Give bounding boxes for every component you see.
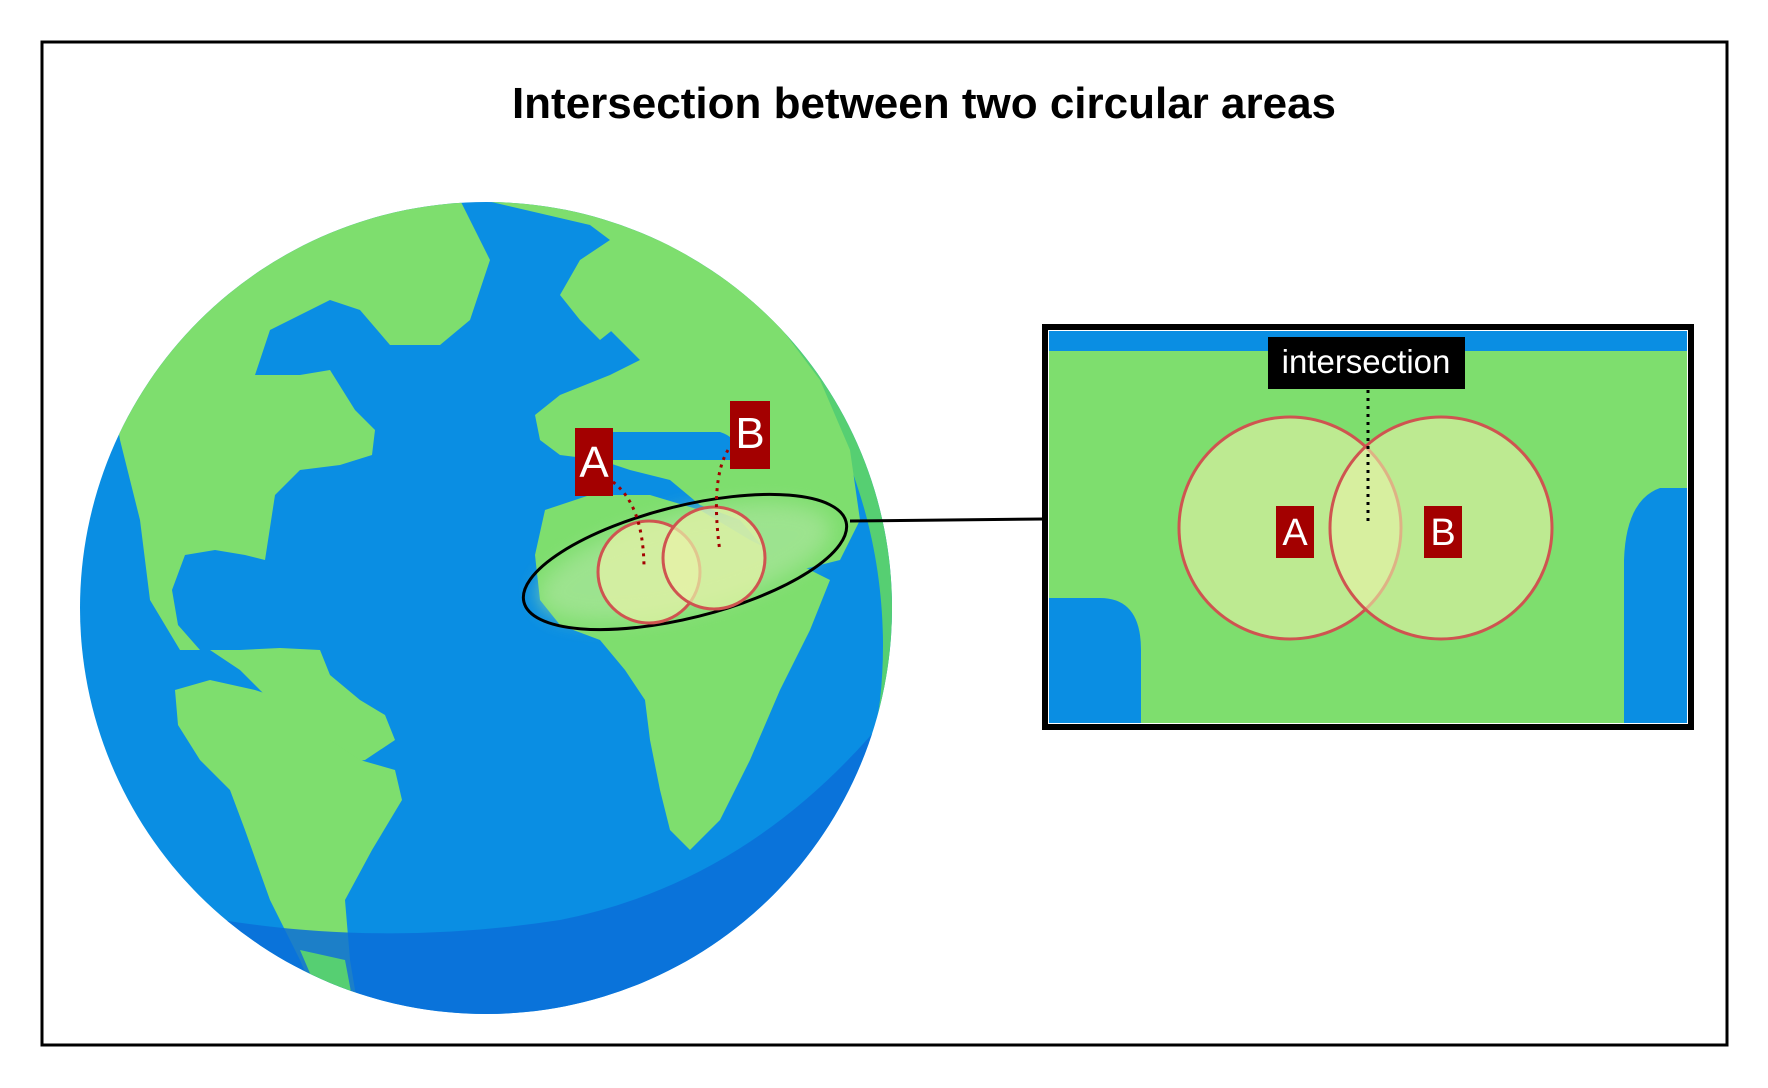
globe-label-a: A	[575, 428, 613, 496]
zoom-connector-line	[849, 517, 1045, 523]
inset-label-a: A	[1276, 506, 1314, 558]
zoom-inset-frame	[1042, 324, 1694, 730]
diagram-title: Intersection between two circular areas	[512, 79, 1336, 128]
globe-label-a-text: A	[579, 438, 609, 487]
globe-label-b: B	[730, 401, 770, 469]
globe-leader-b	[714, 449, 730, 553]
inset-label-b-text: B	[1430, 512, 1455, 554]
globe-leader-a	[612, 480, 646, 567]
europe-landmass	[535, 240, 860, 570]
inset-label-a-text: A	[1282, 512, 1308, 554]
inset-ocean-right	[1624, 488, 1687, 723]
globe-area-b-circle	[661, 505, 767, 611]
inset-ocean-left	[1049, 598, 1141, 723]
zoom-inset: intersection A B	[1042, 324, 1694, 730]
focus-ellipse	[521, 492, 849, 632]
north-america-landmass	[100, 202, 490, 765]
globe-label-b-text: B	[735, 409, 764, 458]
inset-label-b: B	[1424, 506, 1462, 558]
intersection-callout: intersection	[1268, 337, 1465, 389]
intersection-callout-text: intersection	[1282, 343, 1451, 380]
